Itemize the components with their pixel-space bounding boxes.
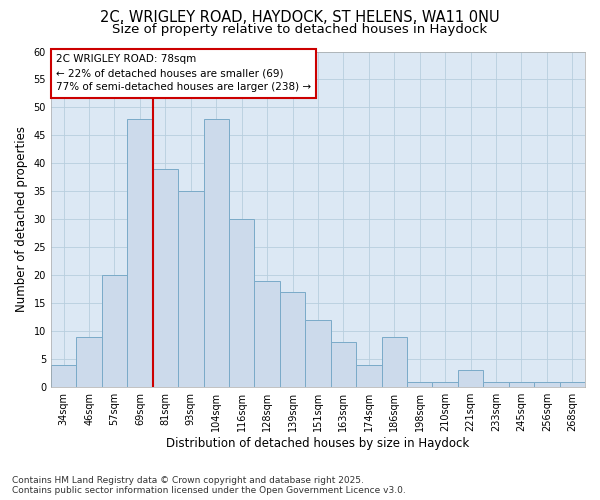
Bar [254, 281, 280, 387]
Bar [280, 292, 305, 387]
Text: 2C WRIGLEY ROAD: 78sqm
← 22% of detached houses are smaller (69)
77% of semi-det: 2C WRIGLEY ROAD: 78sqm ← 22% of detached… [56, 54, 311, 92]
Bar [483, 382, 509, 387]
Text: 2C, WRIGLEY ROAD, HAYDOCK, ST HELENS, WA11 0NU: 2C, WRIGLEY ROAD, HAYDOCK, ST HELENS, WA… [100, 10, 500, 25]
Bar [356, 365, 382, 387]
Bar [178, 192, 203, 387]
Bar [203, 118, 229, 387]
Bar [305, 320, 331, 387]
Bar [76, 337, 102, 387]
Bar [102, 276, 127, 387]
Bar [534, 382, 560, 387]
X-axis label: Distribution of detached houses by size in Haydock: Distribution of detached houses by size … [166, 437, 470, 450]
Bar [152, 169, 178, 387]
Bar [382, 337, 407, 387]
Y-axis label: Number of detached properties: Number of detached properties [15, 126, 28, 312]
Text: Contains HM Land Registry data © Crown copyright and database right 2025.
Contai: Contains HM Land Registry data © Crown c… [12, 476, 406, 495]
Bar [407, 382, 433, 387]
Bar [127, 118, 152, 387]
Bar [331, 342, 356, 387]
Bar [51, 365, 76, 387]
Bar [509, 382, 534, 387]
Bar [433, 382, 458, 387]
Text: Size of property relative to detached houses in Haydock: Size of property relative to detached ho… [112, 22, 488, 36]
Bar [229, 220, 254, 387]
Bar [458, 370, 483, 387]
Bar [560, 382, 585, 387]
